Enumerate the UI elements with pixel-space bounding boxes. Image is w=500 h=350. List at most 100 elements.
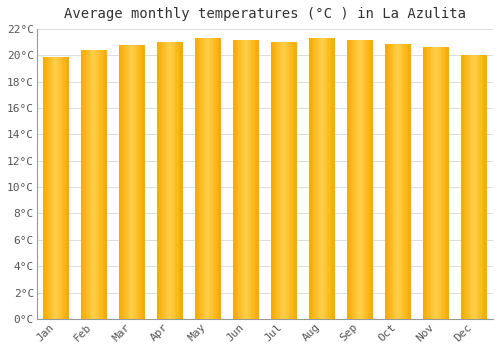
Bar	[137, 45, 138, 319]
Bar	[64, 57, 65, 319]
Bar	[347, 40, 348, 319]
Bar	[479, 55, 480, 319]
Bar	[84, 50, 86, 319]
Bar	[81, 50, 82, 319]
Bar	[160, 42, 161, 319]
Bar	[362, 40, 364, 319]
Bar	[60, 57, 61, 319]
Bar	[272, 42, 274, 319]
Bar	[351, 40, 352, 319]
Bar	[170, 42, 171, 319]
Bar	[141, 45, 142, 319]
Bar	[354, 40, 355, 319]
Bar	[348, 40, 350, 319]
Bar	[174, 42, 175, 319]
Bar	[396, 43, 398, 319]
Bar	[142, 45, 144, 319]
Bar	[444, 48, 445, 319]
Bar	[98, 50, 99, 319]
Bar	[246, 40, 247, 319]
Bar	[474, 55, 476, 319]
Bar	[242, 40, 244, 319]
Bar	[482, 55, 483, 319]
Bar	[88, 50, 90, 319]
Bar	[120, 45, 122, 319]
Bar	[438, 48, 440, 319]
Bar	[364, 40, 365, 319]
Bar	[96, 50, 98, 319]
Bar	[428, 48, 430, 319]
Bar	[237, 40, 238, 319]
Bar	[402, 43, 403, 319]
Bar	[202, 38, 204, 319]
Bar	[426, 48, 427, 319]
Bar	[388, 43, 389, 319]
Bar	[236, 40, 237, 319]
Bar	[161, 42, 162, 319]
Bar	[208, 38, 209, 319]
Bar	[166, 42, 167, 319]
Bar	[157, 42, 158, 319]
Bar	[280, 42, 281, 319]
Bar	[240, 40, 242, 319]
Bar	[213, 38, 214, 319]
Bar	[423, 48, 424, 319]
Bar	[445, 48, 446, 319]
Bar	[251, 40, 252, 319]
Bar	[436, 48, 438, 319]
Bar	[136, 45, 137, 319]
Bar	[247, 40, 248, 319]
Bar	[103, 50, 104, 319]
Bar	[54, 57, 56, 319]
Bar	[94, 50, 95, 319]
Bar	[386, 43, 388, 319]
Bar	[212, 38, 213, 319]
Bar	[238, 40, 240, 319]
Bar	[244, 40, 246, 319]
Bar	[206, 38, 208, 319]
Bar	[46, 57, 48, 319]
Bar	[312, 38, 313, 319]
Bar	[100, 50, 102, 319]
Bar	[252, 40, 254, 319]
Bar	[284, 42, 285, 319]
Bar	[310, 38, 312, 319]
Bar	[292, 42, 293, 319]
Bar	[446, 48, 448, 319]
Bar	[53, 57, 54, 319]
Bar	[102, 50, 103, 319]
Bar	[468, 55, 469, 319]
Bar	[464, 55, 465, 319]
Bar	[313, 38, 314, 319]
Bar	[209, 38, 210, 319]
Bar	[282, 42, 284, 319]
Title: Average monthly temperatures (°C ) in La Azulita: Average monthly temperatures (°C ) in La…	[64, 7, 466, 21]
Bar	[360, 40, 362, 319]
Bar	[394, 43, 396, 319]
Bar	[180, 42, 182, 319]
Bar	[233, 40, 234, 319]
Bar	[466, 55, 468, 319]
Bar	[365, 40, 366, 319]
Bar	[403, 43, 404, 319]
Bar	[57, 57, 58, 319]
Bar	[168, 42, 170, 319]
Bar	[462, 55, 464, 319]
Bar	[44, 57, 46, 319]
Bar	[314, 38, 316, 319]
Bar	[129, 45, 130, 319]
Bar	[179, 42, 180, 319]
Bar	[218, 38, 220, 319]
Bar	[286, 42, 288, 319]
Bar	[278, 42, 280, 319]
Bar	[317, 38, 318, 319]
Bar	[406, 43, 407, 319]
Bar	[66, 57, 68, 319]
Bar	[470, 55, 472, 319]
Bar	[352, 40, 354, 319]
Bar	[288, 42, 289, 319]
Bar	[407, 43, 408, 319]
Bar	[91, 50, 92, 319]
Bar	[255, 40, 256, 319]
Bar	[172, 42, 174, 319]
